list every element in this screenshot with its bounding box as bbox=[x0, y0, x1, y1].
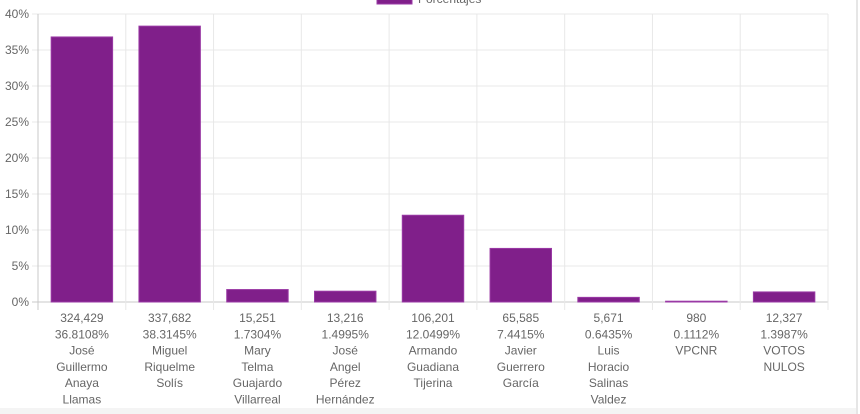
y-tick-label: 10% bbox=[5, 223, 29, 237]
y-tick-label: 20% bbox=[5, 151, 29, 165]
legend-swatch bbox=[376, 0, 413, 5]
percent-label: 0.1112% bbox=[674, 327, 720, 341]
votes-label: 5,671 bbox=[594, 311, 624, 325]
votes-label: 106,201 bbox=[411, 311, 455, 325]
candidate-name-label: Guadiana bbox=[407, 360, 459, 374]
candidate-name-label: Angel bbox=[330, 360, 361, 374]
candidate-name-label: Mary bbox=[244, 344, 271, 358]
y-tick-label: 30% bbox=[5, 79, 29, 93]
candidate-name-label: Solís bbox=[156, 376, 183, 390]
bar bbox=[752, 291, 816, 303]
candidate-name-label: Miguel bbox=[152, 344, 187, 358]
candidate-name-label: Llamas bbox=[63, 393, 102, 407]
candidate-name-label: José bbox=[69, 344, 95, 358]
votes-label: 65,585 bbox=[502, 311, 539, 325]
bar bbox=[138, 25, 201, 303]
legend-label: Porcentajes bbox=[418, 0, 481, 6]
votes-label: 13,216 bbox=[327, 311, 364, 325]
bar bbox=[314, 290, 377, 303]
candidate-name-label: Hernández bbox=[316, 393, 375, 407]
votes-label: 324,429 bbox=[60, 311, 104, 325]
candidate-name-label: Pérez bbox=[330, 376, 361, 390]
y-tick-label: 5% bbox=[12, 259, 30, 273]
candidate-name-label: Valdez bbox=[591, 393, 627, 407]
y-tick-label: 40% bbox=[5, 7, 29, 21]
candidate-name-label: Riquelme bbox=[144, 360, 195, 374]
candidate-name-label: Guajardo bbox=[233, 376, 283, 390]
candidate-name-label: Telma bbox=[241, 360, 273, 374]
candidate-name-label: VPCNR bbox=[675, 344, 717, 358]
bar bbox=[577, 296, 640, 303]
percent-label: 1.7304% bbox=[234, 327, 282, 341]
candidate-name-label: Armando bbox=[409, 344, 458, 358]
votes-label: 15,251 bbox=[239, 311, 276, 325]
y-tick-label: 25% bbox=[5, 115, 29, 129]
candidate-name-label: Javier bbox=[505, 344, 537, 358]
candidate-name-label: Luis bbox=[598, 344, 620, 358]
percent-label: 1.4995% bbox=[322, 327, 370, 341]
candidate-name-label: Villarreal bbox=[234, 393, 280, 407]
candidate-name-label: NULOS bbox=[763, 360, 804, 374]
candidate-name-label: Anaya bbox=[65, 376, 99, 390]
bar bbox=[401, 214, 465, 303]
bar bbox=[226, 289, 289, 303]
candidate-name-label: Guillermo bbox=[56, 360, 108, 374]
candidate-name-label: Salinas bbox=[589, 376, 628, 390]
percent-label: 7.4415% bbox=[497, 327, 545, 341]
y-tick-label: 35% bbox=[5, 43, 29, 57]
votes-label: 337,682 bbox=[148, 311, 192, 325]
candidate-name-label: Horacio bbox=[588, 360, 630, 374]
candidate-name-label: Guerrero bbox=[497, 360, 545, 374]
candidate-name-label: García bbox=[503, 376, 539, 390]
candidate-name-label: José bbox=[333, 344, 359, 358]
percent-label: 36.8108% bbox=[55, 327, 109, 341]
candidate-name-label: Tijerina bbox=[414, 376, 453, 390]
percent-label: 38.3145% bbox=[143, 327, 197, 341]
y-tick-label: 0% bbox=[12, 295, 30, 309]
votes-label: 12,327 bbox=[766, 311, 803, 325]
y-tick-label: 15% bbox=[5, 187, 29, 201]
bar bbox=[665, 300, 728, 303]
bar bbox=[50, 36, 114, 303]
percent-label: 1.3987% bbox=[760, 327, 808, 341]
candidate-name-label: VOTOS bbox=[763, 344, 805, 358]
bottom-strip bbox=[0, 408, 856, 414]
votes-label: 980 bbox=[686, 311, 706, 325]
bar bbox=[489, 247, 552, 303]
percent-label: 12.0499% bbox=[406, 327, 460, 341]
percent-label: 0.6435% bbox=[585, 327, 633, 341]
